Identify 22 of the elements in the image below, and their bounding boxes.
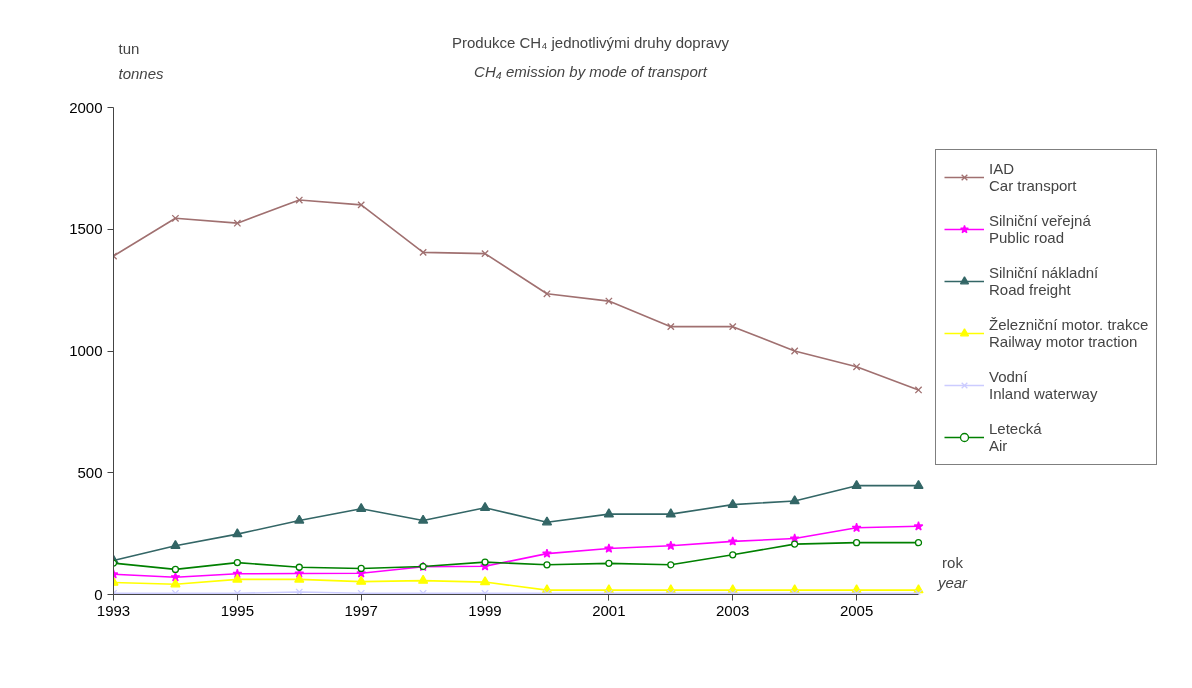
legend-label: Silniční nákladní Road freight (989, 263, 1099, 300)
y-tick-label: 0 (94, 585, 103, 603)
y-tick-label: 500 (77, 463, 103, 481)
chart-title: Produkce CH₄ jednotlivými druhy dopravy (451, 34, 730, 51)
x-axis-title: rok year (936, 554, 969, 591)
x-tick-label: 2005 (839, 601, 874, 619)
legend-label: Letecká Air (989, 419, 1042, 456)
y-tick-label: 1500 (69, 220, 103, 238)
x-tick-label: 1993 (96, 601, 131, 619)
x-tick-label: 2003 (716, 601, 750, 619)
legend-label: IAD Car transport (989, 159, 1077, 196)
x-tick-label: 1995 (220, 601, 255, 619)
chart-subtitle: CH₄ emission by mode of transport (474, 63, 708, 80)
y-axis-title: tun tonnes (118, 40, 165, 82)
legend-label: Silniční veřejná Public road (989, 211, 1091, 248)
x-tick-label: 1997 (344, 601, 378, 619)
y-tick-label: 1000 (69, 342, 103, 359)
legend-label: Vodní Inland waterway (989, 367, 1098, 404)
x-tick-label: 2001 (592, 601, 626, 619)
x-tick-label: 1999 (468, 601, 502, 619)
y-tick-label: 2000 (69, 98, 103, 116)
legend-label: Železniční motor. trakce Railway motor traction (989, 315, 1149, 352)
